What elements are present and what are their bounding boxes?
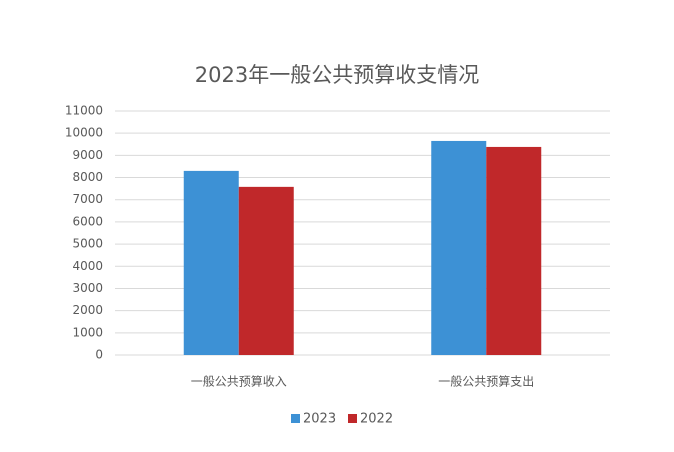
x-tick-label: 一般公共预算支出: [438, 374, 534, 389]
chart-title: 2023年一般公共预算收支情况: [195, 63, 479, 87]
y-tick-label: 3000: [72, 281, 103, 295]
legend-swatch: [348, 414, 357, 423]
y-tick-label: 1000: [72, 325, 103, 339]
y-tick-label: 2000: [72, 303, 103, 317]
y-tick-label: 8000: [72, 170, 103, 184]
y-tick-label: 11000: [65, 104, 103, 118]
bar: [486, 146, 542, 355]
y-tick-label: 0: [95, 348, 103, 362]
y-tick-label: 5000: [72, 237, 103, 251]
legend-swatch: [291, 414, 300, 423]
x-tick-label: 一般公共预算收入: [191, 374, 287, 389]
legend-label: 2022: [360, 412, 393, 427]
y-tick-label: 9000: [72, 148, 103, 162]
y-tick-label: 6000: [72, 214, 103, 228]
y-tick-label: 10000: [65, 126, 103, 140]
bar: [238, 186, 294, 355]
legend-label: 2023: [303, 412, 336, 427]
y-tick-label: 7000: [72, 192, 103, 206]
bar: [183, 170, 239, 355]
bar: [431, 140, 487, 355]
y-tick-label: 4000: [72, 259, 103, 273]
